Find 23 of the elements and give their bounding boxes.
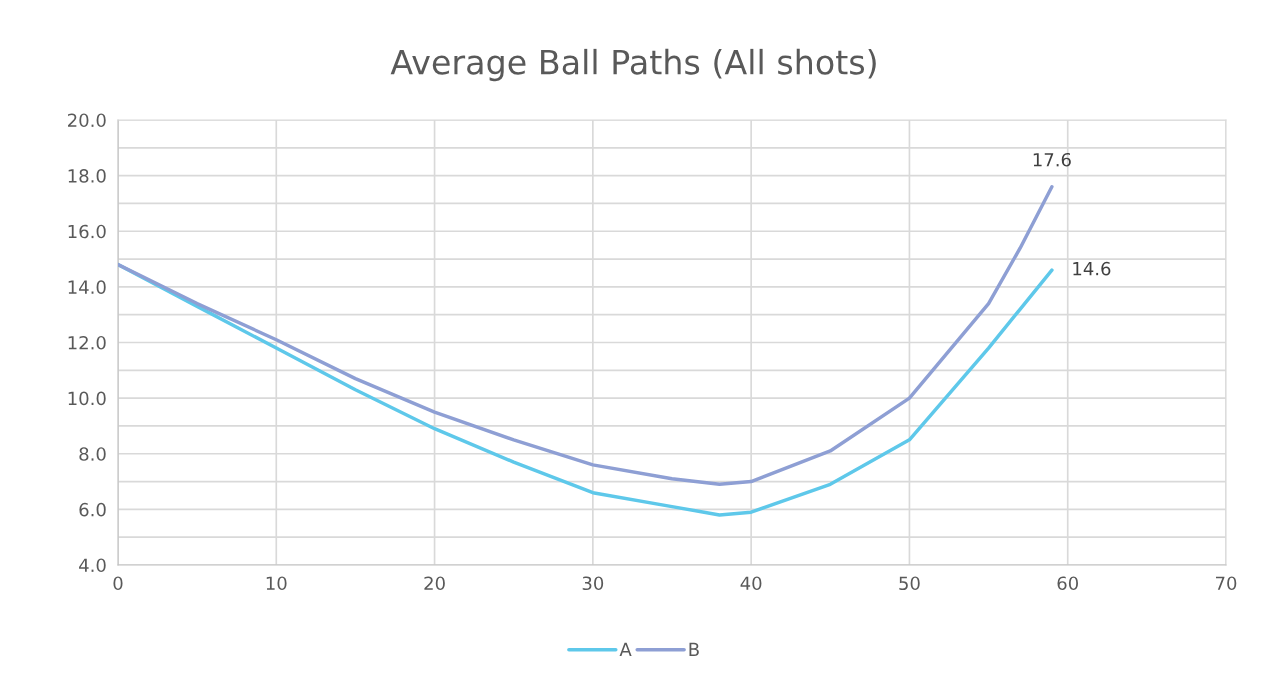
line-series (118, 185, 1054, 487)
y-tick-label: 20.0 (68, 113, 106, 128)
y-tick-label: 4.0 (79, 558, 106, 573)
legend-label: A (619, 642, 632, 656)
y-tick-label: 18.0 (68, 169, 106, 183)
chart-title: Average Ball Paths (All shots) (390, 48, 876, 82)
x-tick-label: 0 (113, 576, 123, 591)
y-tick-label: 12.0 (68, 335, 106, 350)
y-tick-label: 8.0 (79, 447, 106, 461)
x-tick-label: 60 (1057, 576, 1078, 591)
y-tick-label: 6.0 (79, 502, 106, 517)
y-tick-label: 10.0 (68, 391, 106, 406)
x-tick-label: 30 (582, 576, 604, 591)
x-tick-label: 70 (1215, 576, 1237, 591)
legend-label: B (689, 642, 699, 656)
x-tick-label: 20 (424, 576, 445, 591)
x-tick-label: 40 (740, 576, 762, 591)
y-tick-label: 16.0 (68, 224, 106, 239)
x-tick-label: 10 (266, 576, 287, 591)
x-tick-label: 50 (899, 576, 920, 591)
annotation: 14.6 (1073, 261, 1111, 276)
annotation: 17.6 (1033, 152, 1071, 167)
y-tick-label: 14.0 (68, 280, 106, 294)
